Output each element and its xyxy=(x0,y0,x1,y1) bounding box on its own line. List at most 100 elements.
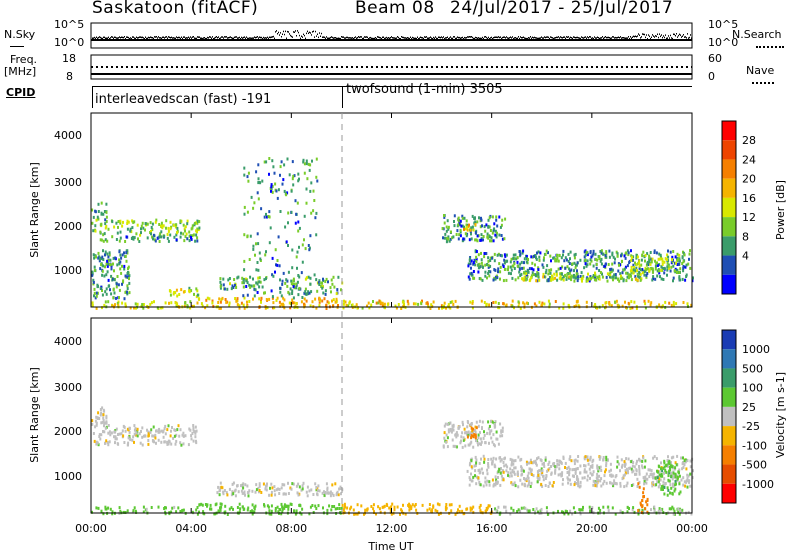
heatmap-cell xyxy=(562,306,565,310)
heatmap-cell xyxy=(117,225,119,229)
heatmap-cell xyxy=(499,265,502,269)
heatmap-cell xyxy=(436,502,439,506)
nsky-point xyxy=(346,36,347,39)
nsky-point xyxy=(647,38,648,40)
heatmap-cell xyxy=(380,301,383,305)
heatmap-cell xyxy=(552,481,555,484)
heatmap-cell xyxy=(528,267,531,271)
heatmap-cell xyxy=(160,235,163,239)
heatmap-cell xyxy=(290,279,293,283)
nsky-point xyxy=(465,37,466,39)
heatmap-cell xyxy=(576,279,579,283)
heatmap-cell xyxy=(292,285,295,289)
nsky-point xyxy=(311,34,312,36)
heatmap-cell xyxy=(653,251,656,254)
heatmap-cell xyxy=(283,503,286,507)
heatmap-cell xyxy=(309,282,312,286)
heatmap-cell xyxy=(179,441,182,445)
heatmap-cell xyxy=(538,478,541,481)
nsky-point xyxy=(210,36,211,38)
heatmap-cell xyxy=(474,238,477,242)
heatmap-cell xyxy=(460,224,463,228)
heatmap-cell xyxy=(542,258,545,262)
heatmap-cell xyxy=(645,500,648,504)
heatmap-cell xyxy=(599,479,602,483)
nsky-point xyxy=(474,37,475,40)
heatmap-cell xyxy=(244,493,246,497)
heatmap-cell xyxy=(126,249,129,253)
heatmap-cell xyxy=(115,437,118,441)
heatmap-cell xyxy=(641,499,644,502)
heatmap-cell xyxy=(686,479,689,483)
heatmap-cell xyxy=(513,262,516,266)
heatmap-cell xyxy=(672,485,674,489)
heatmap-cell xyxy=(646,477,649,481)
heatmap-cell xyxy=(677,507,680,511)
heatmap-cell xyxy=(585,264,588,268)
nsky-point xyxy=(463,38,464,40)
nsky-point xyxy=(228,37,229,39)
heatmap-cell xyxy=(174,301,177,304)
nsky-point xyxy=(600,37,601,39)
heatmap-cell xyxy=(505,469,508,473)
nsky-point xyxy=(124,36,125,38)
heatmap-cell xyxy=(282,178,285,182)
heatmap-cell xyxy=(495,509,498,512)
heatmap-cell xyxy=(251,489,254,493)
nsky-point xyxy=(285,30,286,33)
heatmap-cell xyxy=(586,474,589,478)
nsky-point xyxy=(303,33,304,36)
heatmap-cell xyxy=(668,266,671,270)
heatmap-cell xyxy=(256,191,259,195)
power-heatmap xyxy=(91,157,694,310)
heatmap-cell xyxy=(431,508,434,512)
heatmap-cell xyxy=(255,170,258,174)
heatmap-cell xyxy=(320,285,323,288)
heatmap-cell xyxy=(607,263,610,266)
nsky-point xyxy=(336,37,337,40)
heatmap-cell xyxy=(491,231,494,235)
heatmap-cell xyxy=(164,424,167,428)
nsky-point xyxy=(387,37,388,40)
nsky-point xyxy=(535,37,536,39)
heatmap-cell xyxy=(278,487,281,491)
x-axis-ticks: 00:00 04:00 08:00 12:00 16:00 20:00 00:00 xyxy=(75,113,708,535)
heatmap-cell xyxy=(504,217,507,221)
heatmap-cell xyxy=(123,441,126,444)
nsky-point xyxy=(681,36,682,38)
heatmap-cell xyxy=(121,282,123,286)
heatmap-cell xyxy=(542,272,545,276)
heatmap-cell xyxy=(331,505,334,508)
heatmap-cell xyxy=(626,264,629,268)
heatmap-cell xyxy=(620,465,623,469)
nave-tick-top: 60 xyxy=(708,52,722,65)
nsky-point xyxy=(427,37,428,39)
heatmap-cell xyxy=(191,234,194,238)
heatmap-cell xyxy=(94,296,97,300)
heatmap-cell xyxy=(536,271,539,275)
nsky-point xyxy=(413,37,414,39)
heatmap-cell xyxy=(485,223,488,227)
nsky-point xyxy=(327,37,328,39)
heatmap-cell xyxy=(141,435,144,439)
nsky-point xyxy=(425,36,426,38)
heatmap-cell xyxy=(163,234,166,238)
heatmap-cell xyxy=(100,238,103,242)
heatmap-cell xyxy=(372,300,374,303)
heatmap-cell xyxy=(613,273,616,277)
heatmap-cell xyxy=(642,250,645,254)
heatmap-cell xyxy=(685,263,688,267)
heatmap-cell xyxy=(692,276,694,280)
heatmap-cell xyxy=(381,301,384,305)
heatmap-cell xyxy=(240,489,243,493)
heatmap-cell xyxy=(575,263,577,267)
heatmap-cell xyxy=(614,300,616,304)
heatmap-cell xyxy=(170,442,173,446)
heatmap-cell xyxy=(554,276,556,280)
heatmap-cell xyxy=(160,440,163,444)
heatmap-cell xyxy=(559,275,562,279)
heatmap-cell xyxy=(652,456,655,460)
heatmap-cell xyxy=(542,265,545,269)
heatmap-cell xyxy=(573,273,575,277)
nsky-point xyxy=(148,36,149,39)
